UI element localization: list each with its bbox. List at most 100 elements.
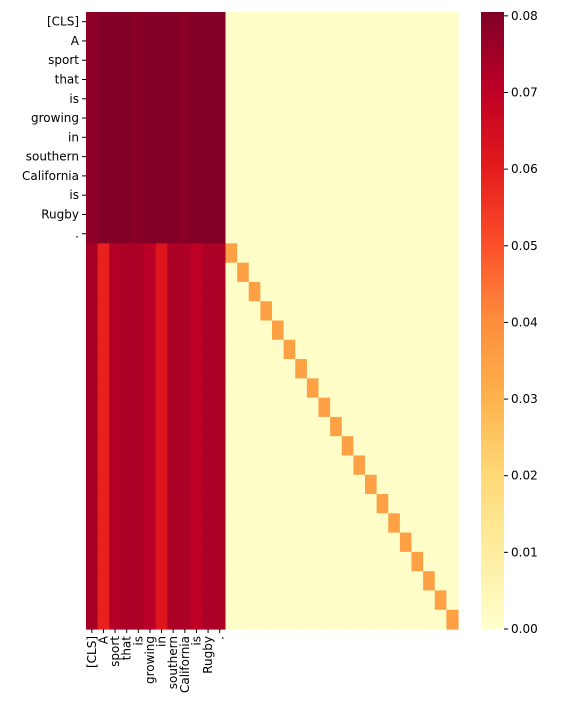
heatmap-cell bbox=[237, 243, 250, 264]
heatmap-cell bbox=[132, 532, 145, 553]
heatmap-cell bbox=[97, 590, 110, 611]
heatmap-cell bbox=[283, 69, 296, 90]
heatmap-cell bbox=[155, 571, 168, 592]
heatmap-cell bbox=[190, 301, 203, 322]
heatmap-cell bbox=[388, 31, 401, 52]
heatmap-cell bbox=[365, 281, 378, 302]
heatmap-cell bbox=[330, 590, 343, 611]
y-tick-label: growing bbox=[31, 111, 79, 125]
heatmap-cell bbox=[237, 455, 250, 476]
heatmap-cell bbox=[132, 69, 145, 90]
heatmap-cell bbox=[353, 359, 366, 379]
heatmap-cell bbox=[155, 12, 168, 32]
heatmap-cell bbox=[365, 262, 378, 283]
heatmap-cell bbox=[423, 436, 436, 457]
heatmap-cell bbox=[434, 320, 447, 341]
heatmap-cell bbox=[353, 455, 366, 476]
heatmap-cell bbox=[225, 224, 238, 244]
heatmap-cell bbox=[120, 224, 134, 244]
heatmap-cell bbox=[144, 166, 157, 187]
heatmap-cell bbox=[120, 551, 134, 572]
heatmap-cell bbox=[330, 185, 343, 206]
heatmap-cell bbox=[248, 378, 261, 399]
heatmap-cell bbox=[213, 301, 227, 322]
heatmap-cell bbox=[446, 455, 459, 476]
heatmap-cell bbox=[120, 301, 134, 322]
heatmap-cell bbox=[86, 320, 99, 341]
heatmap-cell bbox=[167, 339, 180, 360]
heatmap-cell bbox=[376, 12, 389, 32]
heatmap-cell bbox=[86, 127, 99, 148]
heatmap-cell bbox=[237, 127, 250, 148]
heatmap-cell bbox=[260, 146, 273, 167]
heatmap-cell bbox=[330, 262, 343, 283]
heatmap-cell bbox=[341, 204, 354, 225]
heatmap-cell bbox=[260, 31, 273, 52]
heatmap-cell bbox=[237, 31, 250, 52]
heatmap-cell bbox=[109, 146, 122, 167]
heatmap-cell bbox=[411, 494, 424, 514]
heatmap-cell bbox=[365, 12, 378, 32]
heatmap-cell bbox=[190, 224, 203, 244]
heatmap-cell bbox=[202, 204, 215, 225]
heatmap-cell bbox=[365, 474, 378, 495]
heatmap-cell bbox=[190, 416, 203, 437]
heatmap-cell bbox=[388, 127, 401, 148]
heatmap-cell bbox=[109, 50, 122, 71]
heatmap-cell bbox=[97, 320, 110, 341]
heatmap-cell bbox=[399, 416, 413, 437]
heatmap-cell bbox=[399, 571, 413, 592]
heatmap-cell bbox=[120, 281, 134, 302]
heatmap-cell bbox=[97, 243, 110, 264]
heatmap-cell bbox=[330, 69, 343, 90]
heatmap-cell bbox=[341, 262, 354, 283]
heatmap-cell bbox=[155, 320, 168, 341]
heatmap-cell bbox=[434, 224, 447, 244]
heatmap-cell bbox=[155, 551, 168, 572]
heatmap-cell bbox=[376, 320, 389, 341]
heatmap-cell bbox=[179, 89, 192, 110]
heatmap-cell bbox=[86, 69, 99, 90]
heatmap-cell bbox=[353, 108, 366, 129]
heatmap-cell bbox=[295, 532, 308, 553]
heatmap-cell bbox=[237, 590, 250, 611]
heatmap-cell bbox=[144, 50, 157, 71]
heatmap-cell bbox=[295, 12, 308, 32]
heatmap-cell bbox=[341, 31, 354, 52]
heatmap-cell bbox=[167, 320, 180, 341]
heatmap-cell bbox=[330, 513, 343, 534]
heatmap-cell bbox=[86, 436, 99, 457]
heatmap-cell bbox=[237, 69, 250, 90]
heatmap-cell bbox=[237, 166, 250, 187]
heatmap-cell bbox=[167, 455, 180, 476]
heatmap-cell bbox=[167, 185, 180, 206]
colorbar-tick-label: 0.05 bbox=[511, 239, 538, 253]
heatmap-cell bbox=[411, 12, 424, 32]
heatmap-cell bbox=[283, 609, 296, 630]
heatmap-cell bbox=[353, 12, 366, 32]
heatmap-cell bbox=[306, 31, 320, 52]
heatmap-cell bbox=[109, 359, 122, 379]
heatmap-cell bbox=[109, 416, 122, 437]
heatmap-cell bbox=[446, 89, 459, 110]
heatmap-cell bbox=[167, 416, 180, 437]
heatmap-cell bbox=[272, 204, 285, 225]
heatmap-cell bbox=[132, 31, 145, 52]
heatmap-cell bbox=[86, 455, 99, 476]
heatmap-cell bbox=[260, 532, 273, 553]
heatmap-cell bbox=[202, 301, 215, 322]
heatmap-cell bbox=[365, 571, 378, 592]
heatmap-cell bbox=[434, 146, 447, 167]
heatmap-cell bbox=[109, 532, 122, 553]
heatmap-cell bbox=[109, 590, 122, 611]
heatmap-cell bbox=[97, 204, 110, 225]
heatmap-cell bbox=[109, 397, 122, 418]
heatmap-cell bbox=[411, 50, 424, 71]
heatmap-cell bbox=[341, 397, 354, 418]
heatmap-cell bbox=[411, 89, 424, 110]
heatmap-cell bbox=[260, 571, 273, 592]
heatmap-cell bbox=[260, 224, 273, 244]
colorbar-ticks: 0.00 0.01 0.02 0.03 0.04 0.05 0.06 0.07 0.08 bbox=[504, 9, 538, 636]
heatmap-cell bbox=[376, 571, 389, 592]
heatmap-cell bbox=[388, 320, 401, 341]
